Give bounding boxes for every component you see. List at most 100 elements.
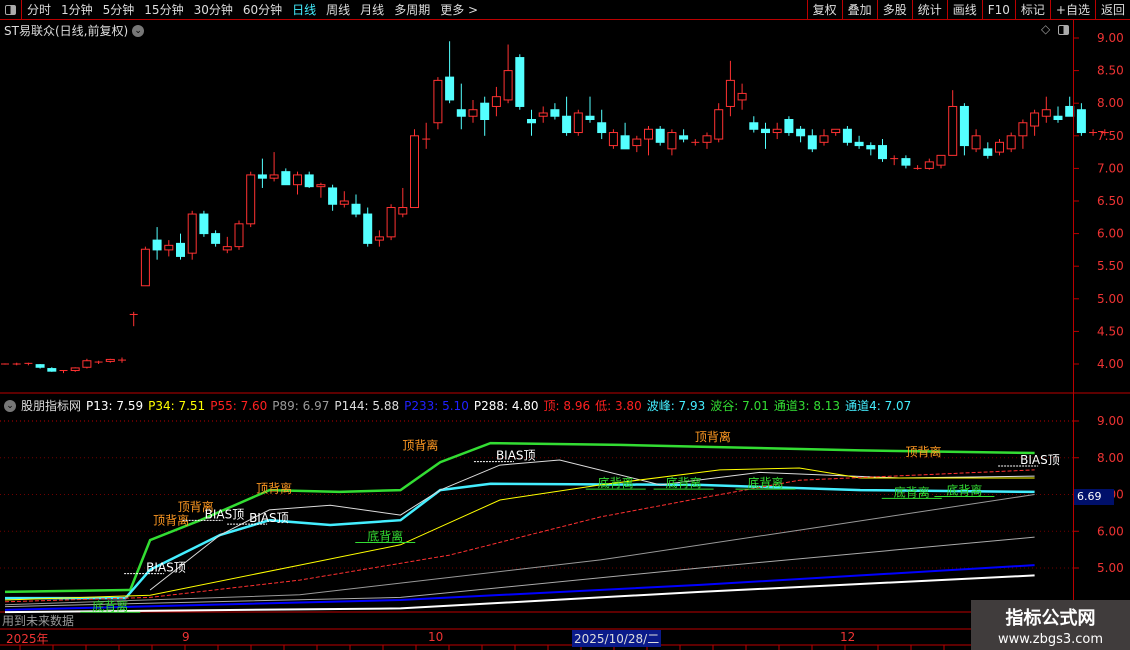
diamond-icon[interactable]: ◇ [1041,22,1051,36]
candle-body [468,109,478,117]
candle-body [655,128,665,143]
annotation-label: 底背离 [748,475,784,490]
candle-body [924,161,934,169]
tab-period[interactable]: 月线 [360,3,385,17]
annotation-label: 顶背离 [178,499,214,514]
candle-body [105,358,115,362]
candle-body [901,158,911,166]
candle-body [257,174,267,179]
indicator-tick-label: 9.00 [1097,414,1124,428]
tab-period[interactable]: 30分钟 [193,3,233,17]
price-tick-label: 8.00 [1097,96,1124,110]
toolbar-button[interactable]: +自选 [1049,0,1095,20]
candle-body [152,239,162,251]
candle-body [480,102,490,120]
candle-body [573,112,583,134]
price-tick-label: 7.50 [1097,129,1124,143]
tab-period[interactable]: 15分钟 [144,3,184,17]
candle-body [796,128,806,137]
candle-body [1053,115,1063,120]
candle-body [1030,112,1040,127]
candle-body [597,122,607,134]
candle-body [714,109,724,140]
indicator-tick-label: 6.00 [1097,524,1124,538]
candle-body [959,105,969,147]
candle-body [878,145,887,160]
tab-period[interactable]: 分时 [27,3,52,17]
tab-period[interactable]: 60分钟 [242,3,283,17]
panel-icon [5,4,16,15]
annotation-label: 底背离 [666,475,702,490]
period-tabs: 分时 1分钟 5分钟 15分钟 30分钟 60分钟 日线 周线 月线 多周期 更多 > [22,1,483,18]
candle-body [456,109,466,117]
indicator-value: 低: 3.80 [595,399,642,413]
candle-body [819,135,829,143]
toolbar-button[interactable]: 标记 [1014,0,1050,20]
annotation-label: 顶背离 [695,429,731,444]
chevron-down-icon[interactable]: ⌄ [132,24,145,37]
candle-body [304,174,314,188]
price-tick-label: 8.50 [1097,64,1124,78]
indicator-line [5,482,1035,600]
price-tick-label: 6.00 [1097,227,1124,241]
indicator-tick-label: 5.00 [1097,561,1124,575]
candle-body [374,236,384,241]
candle-body [632,138,642,147]
candle-body [187,213,197,254]
toolbar-button[interactable]: 返回 [1094,0,1130,20]
indicator-value: P55: 7.60 [210,398,268,413]
indicator-line [149,459,1035,591]
tab-period[interactable]: 周线 [326,3,351,17]
candle-body [363,213,373,244]
tab-period[interactable]: 多周期 [394,3,431,17]
candle-body [679,135,689,140]
date-label: 12 [840,630,856,644]
toolbar-button[interactable]: 复权 [806,0,842,20]
annotation-label: 顶背离 [153,513,189,528]
future-data-note: 用到未来数据 [2,614,75,628]
candle-body [1006,135,1016,150]
candle-body [433,79,443,124]
candle-body [737,92,747,101]
candle-body [398,207,408,215]
price-tick-label: 6.50 [1097,194,1124,208]
price-tick-label: 4.50 [1097,324,1124,338]
candle-body [784,119,794,134]
tab-period[interactable]: 5分钟 [102,3,135,17]
date-axis: 2025年 9 10 2025/10/28/二 12 [0,630,1073,647]
candle-body [386,207,396,238]
candle-body [667,132,677,150]
tab-period[interactable]: 更多 > [440,3,479,17]
tab-period[interactable]: 1分钟 [61,3,93,17]
annotation-label: 顶背离 [256,481,292,496]
candle-body [772,128,782,134]
current-date-label: 2025/10/28/二 [572,630,662,647]
indicator-tick-label: 8.00 [1097,451,1124,465]
candle-body [983,148,993,156]
candle-body [269,174,279,179]
candle-body [82,360,92,368]
candle-body [140,248,150,287]
toolbar-button[interactable]: 画线 [946,0,982,20]
candle-body [70,367,80,372]
chevron-down-icon[interactable]: ⌄ [4,399,16,412]
candle-body [538,112,548,117]
toolbar: 分时 1分钟 5分钟 15分钟 30分钟 60分钟 日线 周线 月线 多周期 更多 > 复权 叠加 多股… [0,0,1130,20]
indicator-line [4,469,1035,603]
stock-title: ST易联众(日线,前复权) [4,24,129,38]
toolbar-button[interactable]: 多股 [876,0,912,20]
indicator-line [4,536,1035,608]
date-label: 10 [428,630,444,644]
toolbar-button[interactable]: 叠加 [841,0,877,20]
toolbar-button[interactable]: F10 [981,0,1015,20]
panel-icon[interactable] [1058,25,1069,35]
sidebar-toggle-button[interactable] [0,0,22,20]
indicator-value: P233: 5.10 [404,398,469,413]
candle-body [410,135,419,209]
candle-body [293,174,302,186]
toolbar-button[interactable]: 统计 [911,0,947,20]
candle-body [351,203,361,215]
watermark: 指标公式网 www.zbgs3.com [971,600,1130,650]
tab-period[interactable]: 日线 [292,3,317,17]
candle-body [164,244,174,251]
